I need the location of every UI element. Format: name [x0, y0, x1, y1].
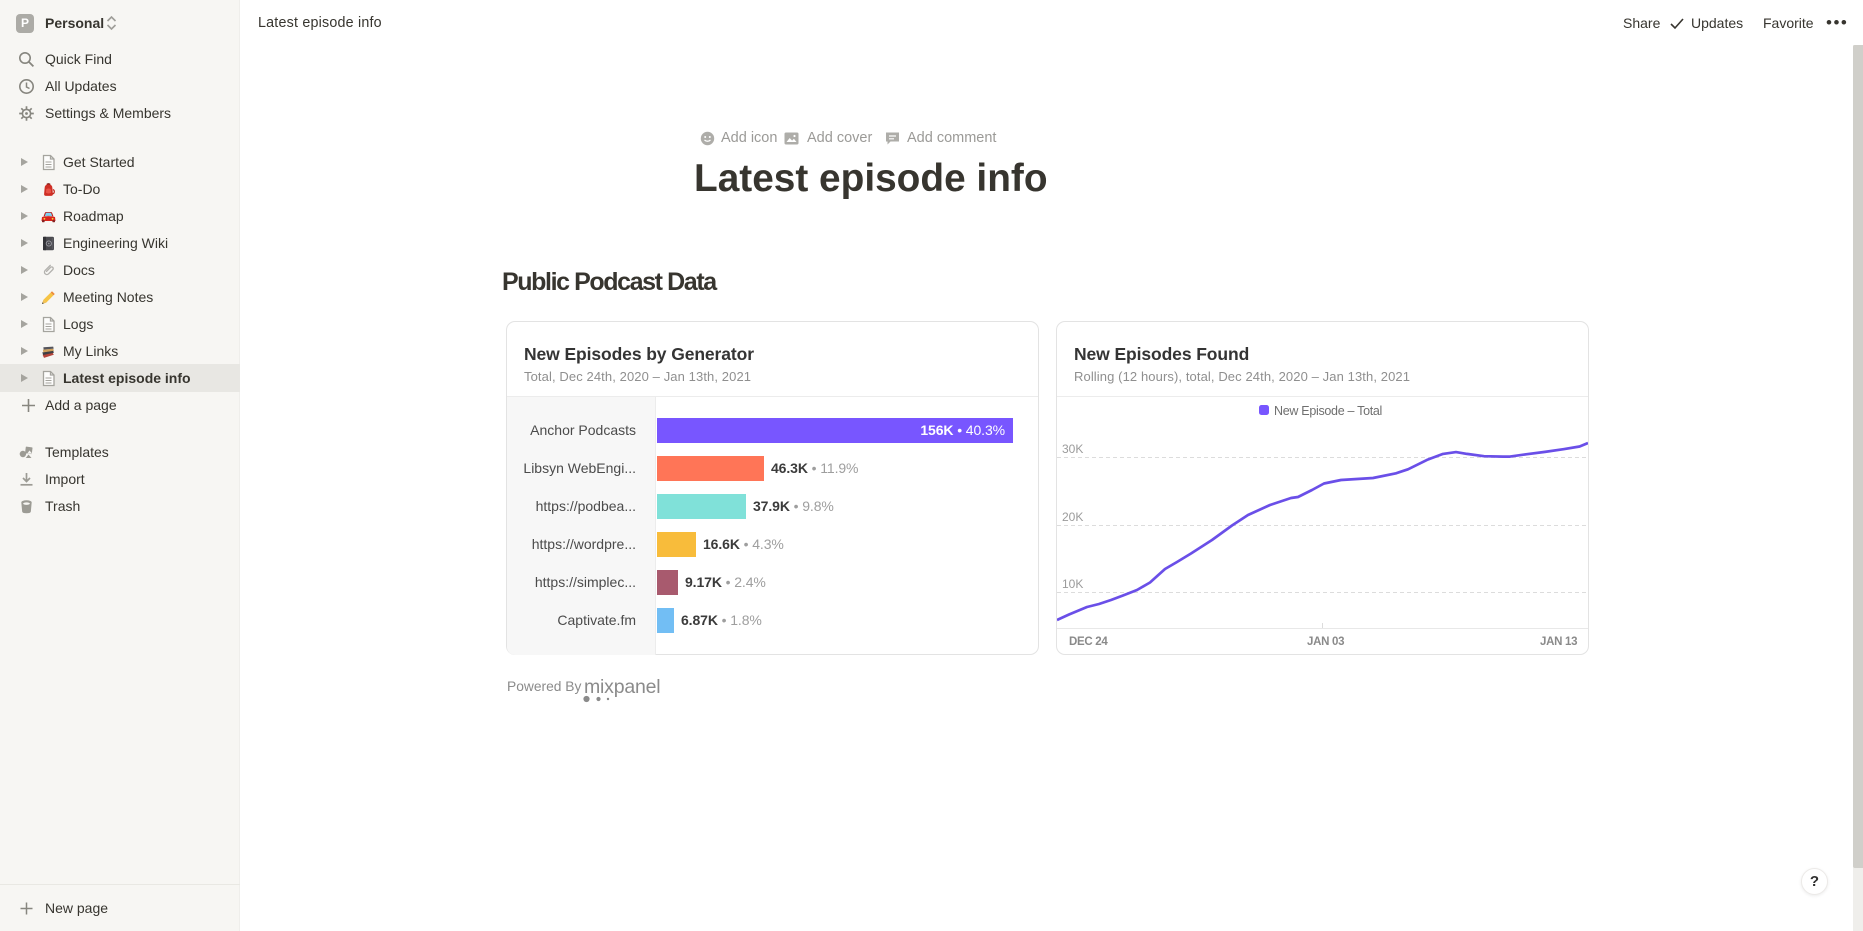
svg-text:mixpanel: mixpanel — [584, 676, 660, 698]
